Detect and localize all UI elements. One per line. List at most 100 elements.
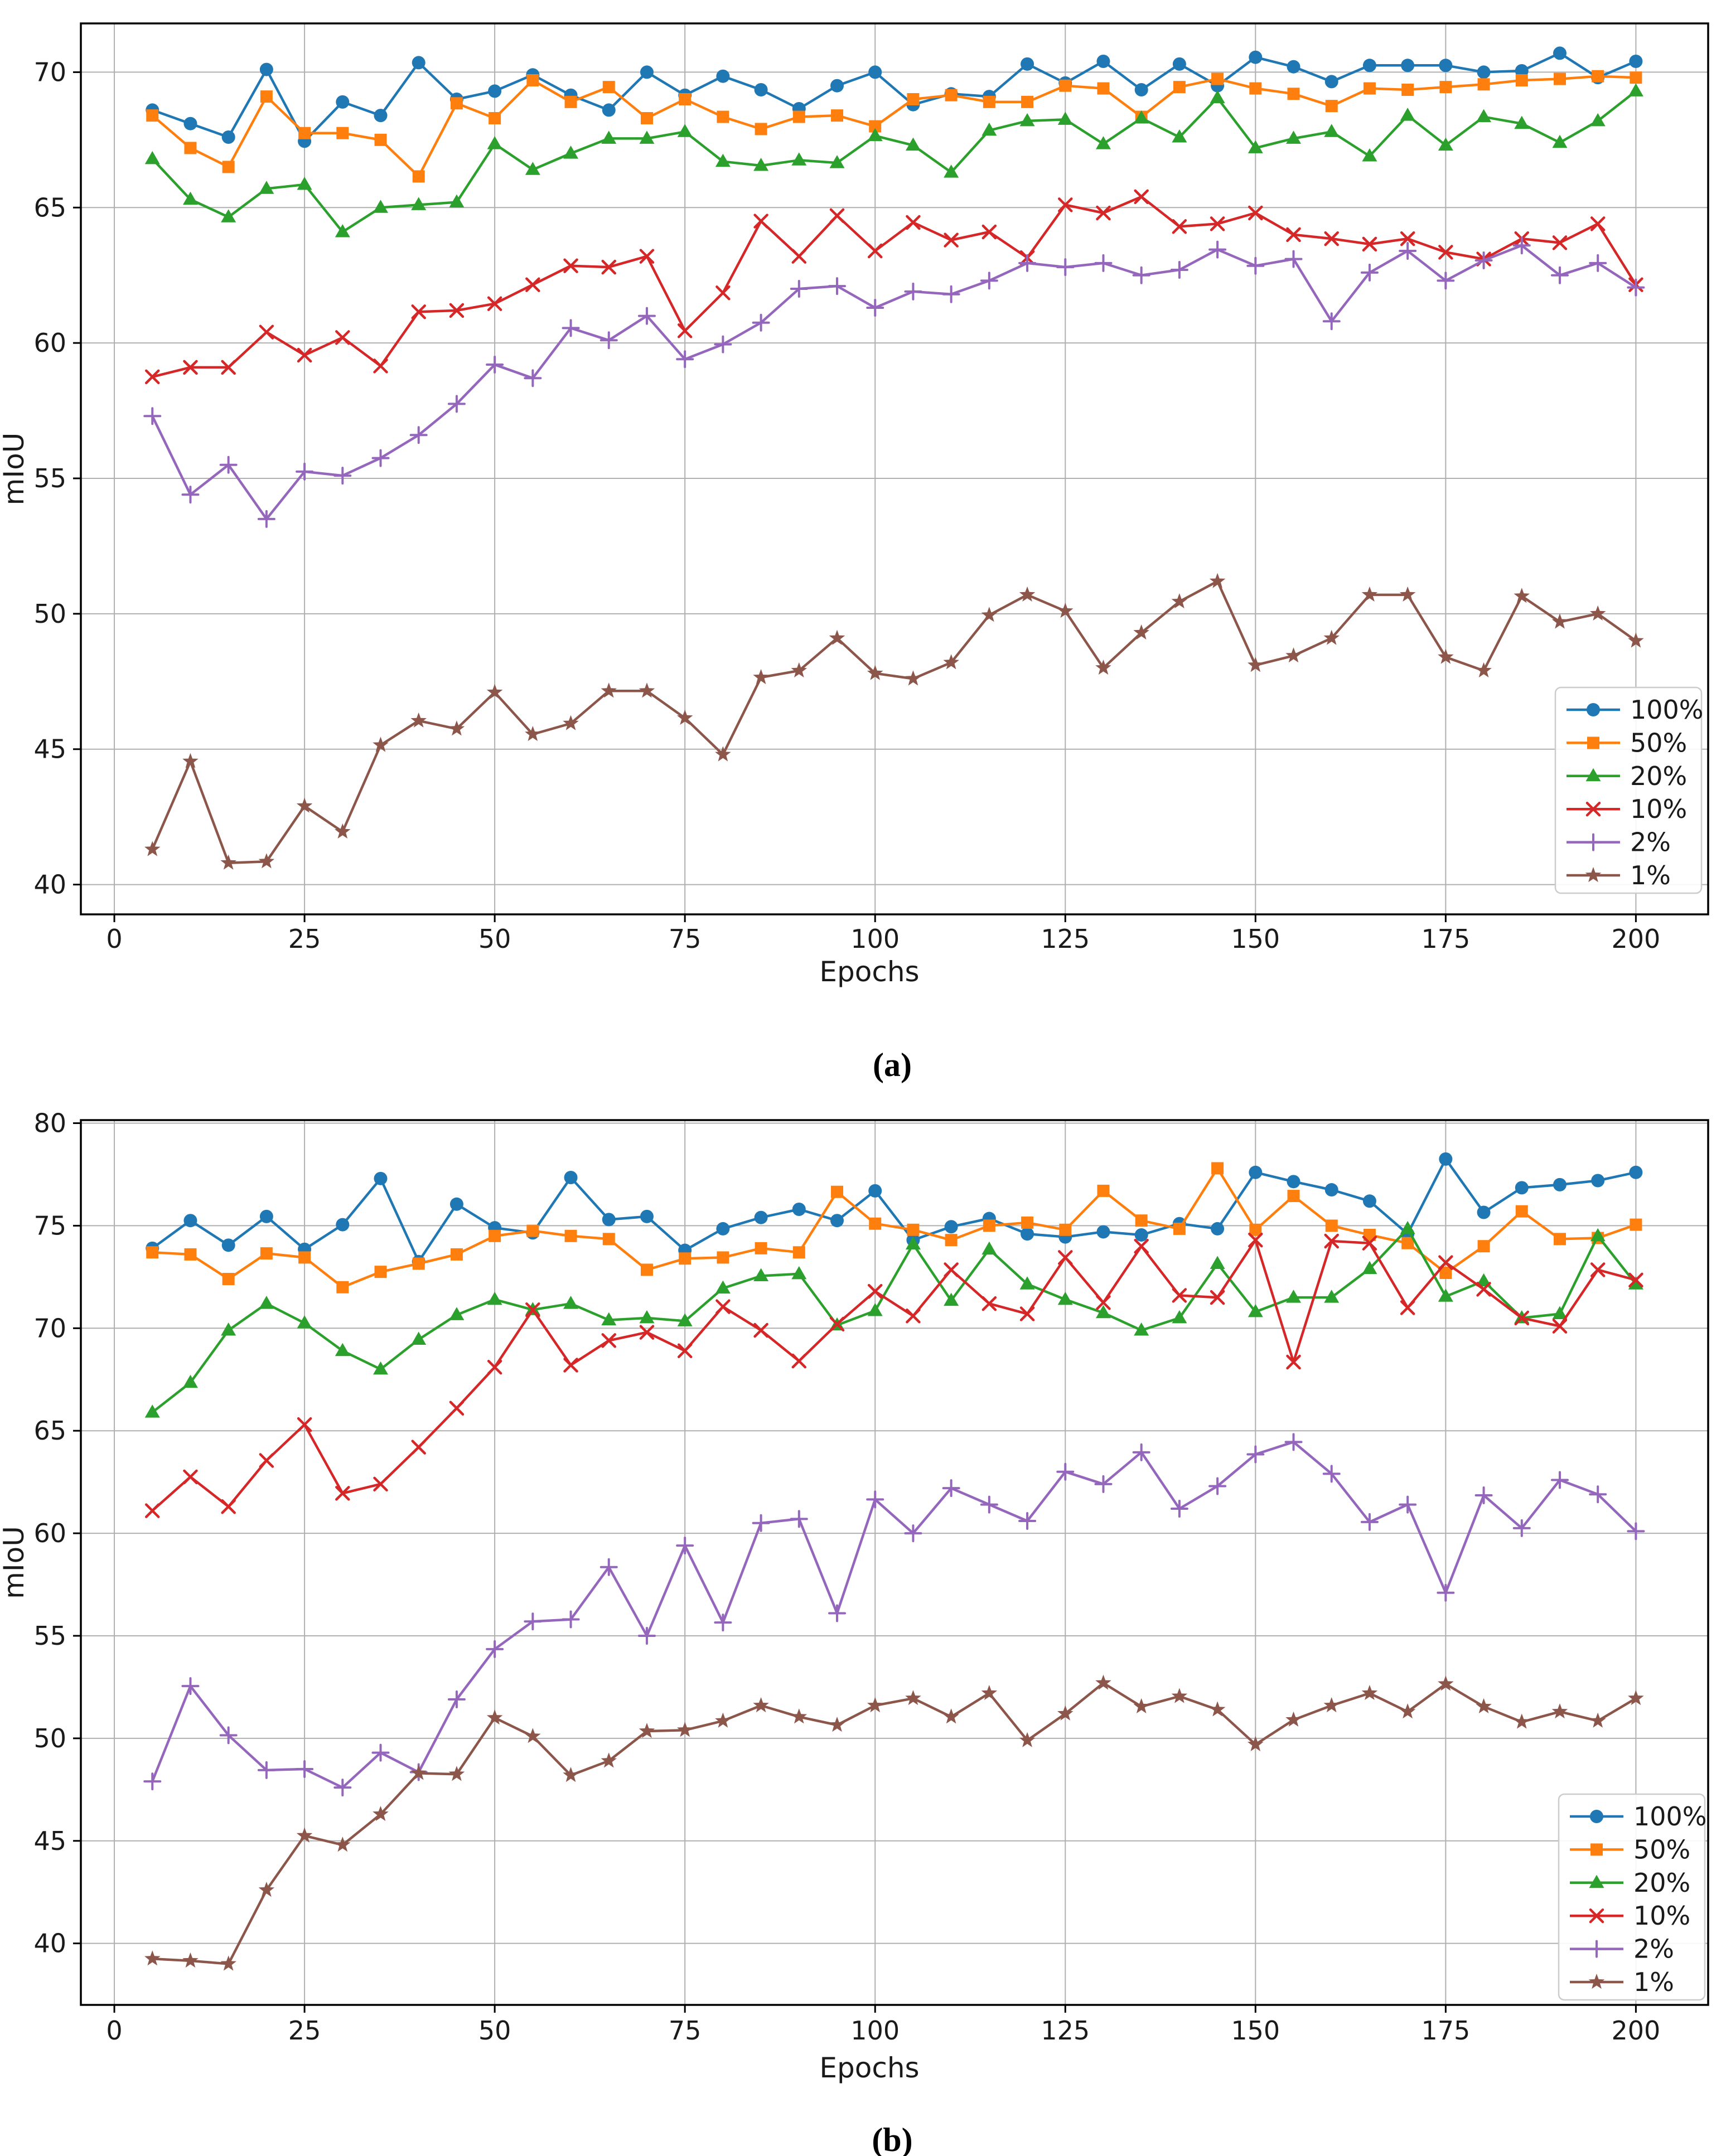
y-axis-title: mIoU: [0, 433, 30, 506]
legend-label: 10%: [1633, 1901, 1690, 1931]
x-tick-label: 25: [288, 924, 321, 954]
x-tick-label: 100: [850, 2016, 900, 2046]
legend-item: 10%: [1570, 1901, 1690, 1931]
legend-item: 2%: [1570, 1934, 1674, 1964]
series-line: [151, 244, 1637, 521]
series-1pct: [144, 1674, 1644, 1971]
y-tick-label: 60: [33, 328, 66, 358]
legend-item: 10%: [1567, 794, 1687, 824]
y-tick-label: 50: [33, 1723, 66, 1753]
legend-item: 100%: [1570, 1801, 1707, 1832]
series-line: [151, 75, 1636, 178]
y-axis: 40 45 50 55 60 65 70 75 80: [33, 1110, 81, 1959]
legend-label: 50%: [1630, 728, 1687, 758]
legend-item: 20%: [1570, 1868, 1690, 1898]
legend-item: 20%: [1567, 761, 1687, 791]
y-tick-label: 70: [33, 57, 66, 87]
x-tick-label: 150: [1231, 2016, 1280, 2046]
figure-panel-a: 0 25 50 75 100 125 150 175 200 40 45 50 55 60 65 70 Epoc…: [0, 0, 1726, 1110]
x-tick-label: 200: [1611, 2016, 1660, 2046]
x-axis-title: Epochs: [819, 956, 919, 988]
x-tick-label: 200: [1611, 924, 1660, 954]
series-line: [151, 1238, 1636, 1512]
legend-item: 1%: [1567, 860, 1671, 890]
legend-label: 1%: [1630, 860, 1671, 890]
x-tick-label: 0: [106, 924, 122, 954]
legend-item: 2%: [1567, 827, 1671, 857]
y-tick-label: 45: [33, 734, 66, 764]
series-50pct: [146, 70, 1642, 183]
legend-item: 1%: [1570, 1967, 1674, 1997]
series-line: [151, 1227, 1637, 1413]
y-tick-label: 65: [33, 1416, 66, 1446]
legend-label: 20%: [1633, 1868, 1690, 1898]
series-20pct: [144, 83, 1643, 238]
figure-background: [0, 1110, 1726, 2156]
series-2pct: [143, 236, 1645, 528]
legend-label: 2%: [1630, 827, 1671, 857]
legend-label: 10%: [1630, 794, 1687, 824]
series-line: [152, 195, 1637, 379]
chart-a: 0 25 50 75 100 125 150 175 200 40 45 50 55 60 65 70 Epoc…: [0, 0, 1726, 1110]
grid: [81, 1120, 1708, 2005]
y-tick-label: 55: [33, 463, 66, 493]
series-line: [151, 580, 1637, 864]
y-tick-label: 50: [33, 599, 66, 629]
chart-b: 0 25 50 75 100 125 150 175 200 40 45 50 55 60 65 70 75 80…: [0, 1110, 1726, 2156]
legend-label: 2%: [1633, 1934, 1674, 1964]
x-axis: 0 25 50 75 100 125 150 175 200: [106, 2005, 1660, 2046]
series-line: [152, 52, 1637, 143]
x-tick-label: 100: [850, 924, 900, 954]
y-tick-label: 80: [33, 1110, 66, 1138]
legend: 100%50%20%10%2%1%: [1554, 686, 1704, 894]
figure-panel-b: 0 25 50 75 100 125 150 175 200 40 45 50 55 60 65 70 75 80…: [0, 1110, 1726, 2156]
x-tick-label: 0: [106, 2016, 122, 2046]
grid: [81, 23, 1708, 914]
plot-border: [80, 22, 1709, 915]
x-tick-label: 125: [1041, 2016, 1090, 2046]
series-line: [151, 1441, 1637, 1789]
plot-border: [80, 1119, 1709, 2006]
legend-item: 50%: [1567, 728, 1687, 758]
legend-item: 100%: [1567, 695, 1704, 725]
series-line: [151, 1157, 1636, 1263]
y-tick-label: 55: [33, 1621, 66, 1651]
series-10pct: [144, 1232, 1643, 1518]
series-line: [152, 1167, 1637, 1288]
caption-b: (b): [872, 2121, 912, 2156]
x-tick-label: 125: [1041, 924, 1090, 954]
y-tick-label: 65: [33, 192, 66, 222]
series-1pct: [144, 573, 1644, 870]
x-tick-label: 50: [478, 2016, 511, 2046]
legend: 100%50% 20%10%2%1%: [1558, 1793, 1707, 2001]
x-axis: 0 25 50 75 100 125 150 175 200: [106, 914, 1660, 954]
legend-label: 1%: [1633, 1967, 1674, 1997]
x-tick-label: 175: [1421, 924, 1470, 954]
caption-a: (a): [873, 1046, 912, 1083]
y-tick-label: 40: [33, 870, 66, 900]
x-axis-title: Epochs: [819, 2052, 919, 2084]
y-axis: 40 45 50 55 60 65 70: [33, 57, 81, 900]
x-tick-label: 75: [669, 2016, 702, 2046]
legend-label: 20%: [1630, 761, 1687, 791]
y-tick-label: 70: [33, 1313, 66, 1343]
series-50pct: [146, 1162, 1642, 1293]
series-100pct: [146, 1152, 1643, 1268]
y-tick-label: 40: [33, 1929, 66, 1959]
figure-background: [0, 0, 1726, 1110]
x-tick-label: 175: [1421, 2016, 1470, 2046]
legend-label: 50%: [1633, 1834, 1690, 1864]
legend-label: 100%: [1633, 1801, 1707, 1832]
series-line: [152, 1682, 1637, 1965]
series-2pct: [143, 1433, 1645, 1797]
x-tick-label: 75: [669, 924, 702, 954]
series-10pct: [144, 189, 1643, 385]
y-tick-label: 45: [33, 1826, 66, 1856]
legend-label: 100%: [1630, 695, 1704, 725]
legend-item: 50%: [1570, 1834, 1690, 1864]
x-tick-label: 25: [288, 2016, 321, 2046]
x-tick-label: 50: [478, 924, 511, 954]
x-tick-label: 150: [1231, 924, 1280, 954]
y-axis-title: mIoU: [0, 1526, 30, 1599]
